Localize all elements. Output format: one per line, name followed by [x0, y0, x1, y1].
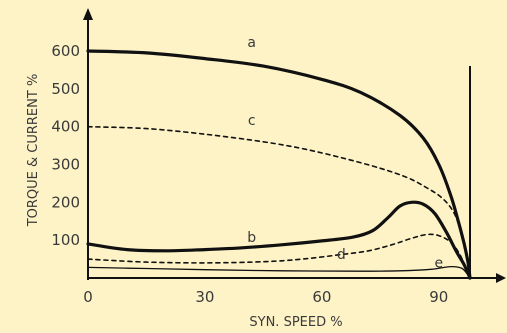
y-axis-arrow: [83, 8, 93, 20]
curve-label-d: d: [337, 247, 346, 263]
axes: 100 200 300 400 500 600 30 60 90: [51, 8, 506, 306]
y-tick-label: 400: [51, 118, 80, 136]
curve-labels: a b c d e: [247, 35, 443, 271]
curve-label-c: c: [248, 113, 256, 129]
curve-label-e: e: [435, 255, 444, 271]
curves: [86, 49, 472, 280]
curve-d: [87, 233, 471, 279]
origin-label: 0: [83, 288, 93, 306]
y-tick-label: 500: [51, 80, 80, 98]
curve-e: [87, 265, 471, 279]
x-tick-label: 60: [312, 288, 331, 306]
curve-label-a: a: [247, 35, 256, 51]
x-tick-label: 30: [195, 288, 214, 306]
x-axis-title: SYN. SPEED %: [249, 315, 342, 330]
y-tick-label: 100: [51, 231, 80, 249]
y-tick-label: 600: [51, 42, 80, 60]
curve-b: [86, 200, 472, 280]
curve-label-b: b: [247, 230, 256, 246]
x-tick-label: 90: [429, 288, 448, 306]
curve-a: [86, 49, 472, 280]
y-tick-label: 200: [51, 193, 80, 211]
x-axis-arrow: [496, 273, 506, 283]
y-axis-title: TORQUE & CURRENT %: [26, 74, 41, 228]
y-tick-label: 300: [51, 156, 80, 174]
curve-c: [87, 125, 471, 279]
